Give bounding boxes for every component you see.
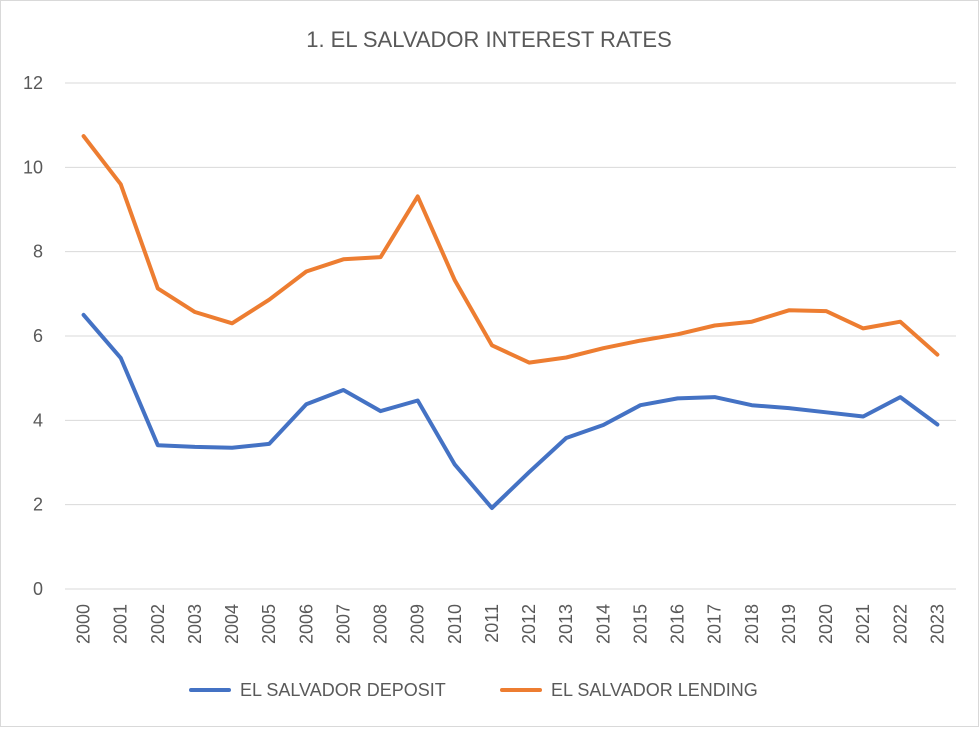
data-point [119, 356, 123, 360]
data-point [824, 410, 828, 414]
data-point [379, 255, 383, 259]
data-point [601, 423, 605, 427]
data-point [713, 323, 717, 327]
y-tick-label: 4 [33, 410, 43, 430]
x-tick-label: 2015 [630, 604, 650, 644]
x-tick-label: 2009 [408, 604, 428, 644]
x-tick-label: 2003 [185, 604, 205, 644]
data-point [564, 436, 568, 440]
y-tick-label: 0 [33, 579, 43, 599]
data-point [379, 409, 383, 413]
x-tick-label: 2010 [445, 604, 465, 644]
data-point [527, 470, 531, 474]
data-point [341, 388, 345, 392]
x-tick-label: 2017 [705, 604, 725, 644]
data-point [490, 343, 494, 347]
y-tick-label: 6 [33, 326, 43, 346]
legend: EL SALVADOR DEPOSIT EL SALVADOR LENDING [189, 680, 758, 700]
x-tick-label: 2004 [222, 604, 242, 644]
data-point [638, 403, 642, 407]
x-tick-label: 2000 [74, 604, 94, 644]
x-axis-ticks: 2000 2001 2002 2003 2004 2005 2006 2007 2008 2009… [74, 604, 948, 644]
data-point [267, 442, 271, 446]
data-point [230, 446, 234, 450]
data-point [713, 395, 717, 399]
data-point [861, 415, 865, 419]
y-tick-label: 8 [33, 242, 43, 262]
data-point [898, 395, 902, 399]
data-point [416, 399, 420, 403]
y-tick-label: 12 [23, 73, 43, 93]
data-point [861, 326, 865, 330]
data-point [341, 257, 345, 261]
x-tick-label: 2014 [593, 604, 613, 644]
gridlines [65, 82, 956, 590]
data-point [267, 298, 271, 302]
x-tick-label: 2019 [779, 604, 799, 644]
x-tick-label: 2001 [111, 604, 131, 644]
data-point [750, 403, 754, 407]
data-point [193, 310, 197, 314]
data-point [824, 309, 828, 313]
data-point [676, 332, 680, 336]
x-tick-label: 2002 [148, 604, 168, 644]
data-point [787, 308, 791, 312]
data-point [453, 463, 457, 467]
x-tick-label: 2006 [296, 604, 316, 644]
x-tick-label: 2023 [927, 604, 947, 644]
data-point [156, 443, 160, 447]
x-tick-label: 2012 [519, 604, 539, 644]
y-tick-label: 2 [33, 495, 43, 515]
data-point [898, 320, 902, 324]
data-point [119, 182, 123, 186]
data-point [787, 406, 791, 410]
x-tick-label: 2007 [333, 604, 353, 644]
x-tick-label: 2016 [668, 604, 688, 644]
data-point [527, 361, 531, 365]
data-point [453, 278, 457, 282]
x-tick-label: 2013 [556, 604, 576, 644]
data-point [490, 506, 494, 510]
y-tick-label: 10 [23, 157, 43, 177]
x-tick-label: 2008 [371, 604, 391, 644]
x-tick-label: 2018 [742, 604, 762, 644]
data-point [935, 353, 939, 357]
x-tick-label: 2021 [853, 604, 873, 644]
data-point [564, 356, 568, 360]
x-tick-label: 2020 [816, 604, 836, 644]
data-point [638, 339, 642, 343]
x-tick-label: 2011 [482, 604, 502, 643]
y-axis-ticks: 0 2 4 6 8 10 12 [23, 73, 43, 599]
x-tick-label: 2022 [890, 604, 910, 644]
chart-title: 1. EL SALVADOR INTEREST RATES [306, 27, 672, 52]
legend-label: EL SALVADOR LENDING [551, 680, 758, 700]
data-point [416, 194, 420, 198]
data-point [304, 269, 308, 273]
series-lines [81, 134, 940, 510]
series-line-0 [81, 312, 940, 510]
series-line-1 [81, 134, 940, 365]
x-tick-label: 2005 [259, 604, 279, 644]
legend-label: EL SALVADOR DEPOSIT [240, 680, 446, 700]
data-point [156, 286, 160, 290]
data-point [82, 134, 86, 138]
data-point [230, 321, 234, 325]
data-point [676, 396, 680, 400]
data-point [935, 423, 939, 427]
data-point [601, 346, 605, 350]
data-point [304, 402, 308, 406]
data-point [750, 320, 754, 324]
data-point [82, 313, 86, 317]
data-point [193, 445, 197, 449]
